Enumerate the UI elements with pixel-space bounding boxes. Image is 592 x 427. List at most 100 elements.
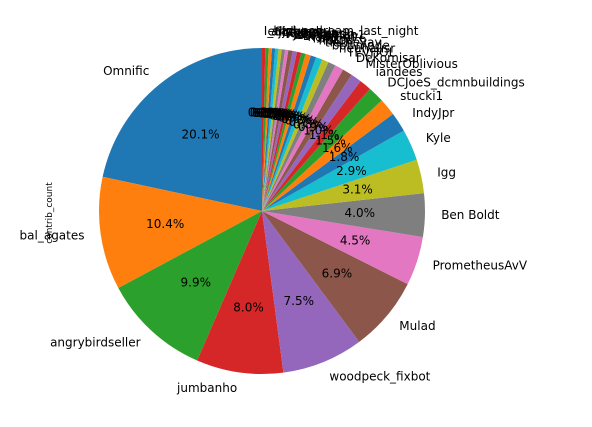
slice-label-andygol: andygol bbox=[271, 24, 319, 38]
slice-label-stucki1: stucki1 bbox=[400, 89, 443, 103]
pie-slice-jumbanho bbox=[197, 211, 284, 374]
pie-slice-dcjoes-dcmnbuildings bbox=[262, 88, 382, 211]
slice-pct-nbtpd: 0.5% bbox=[278, 111, 309, 125]
pie-slice-i-had-a-dream-last-night bbox=[262, 48, 266, 211]
slice-label-dekomisar: DeKomisar bbox=[356, 51, 421, 65]
pie-slice-dekomisar bbox=[262, 69, 352, 211]
pie-slice-tevhol bbox=[262, 65, 344, 211]
slice-label-nammala: nammala bbox=[282, 25, 338, 39]
pie-slice-misteroblivious bbox=[262, 74, 361, 212]
pie-slice-nbtpd bbox=[262, 55, 317, 212]
slice-label-omnific: Omnific bbox=[103, 64, 149, 78]
slice-pct-indyjpr: 1.8% bbox=[329, 150, 360, 164]
pie-slice-nammala bbox=[262, 48, 282, 211]
slice-pct-nammala: 0.3% bbox=[258, 106, 289, 120]
slice-pct-geomaps: 0.3% bbox=[262, 107, 293, 121]
slice-pct-rub21: 0.3% bbox=[260, 107, 291, 121]
slice-label-i-had-a-dream-last-night: I_had_a_dream_last_night bbox=[264, 24, 419, 38]
slice-label-bryan: Bryan bbox=[303, 29, 338, 43]
slice-pct-woodpeck-fixbot: 7.5% bbox=[284, 294, 315, 308]
slice-label-bal-agates: bal_agates bbox=[20, 229, 85, 243]
slice-label-woodpeck-fixbot: woodpeck_fixbot bbox=[329, 370, 430, 384]
pie-slice-kyle bbox=[262, 130, 417, 211]
slice-label-steveman1: steveman1 bbox=[298, 28, 365, 42]
slice-label-jumbanho: jumbanho bbox=[176, 381, 237, 395]
slice-pct-ediyes: 0.3% bbox=[250, 106, 281, 120]
slice-label-ralph976: ralph976 bbox=[313, 32, 367, 46]
pie-slice-bryan bbox=[262, 51, 302, 212]
slice-label-ediyes: ediyes bbox=[268, 24, 307, 38]
slice-pct-jbr-msp: 0.3% bbox=[256, 106, 287, 120]
slice-pct-misteroblivious: 1.0% bbox=[303, 124, 334, 138]
slice-pct-i-had-a-dream-last-night: 0.3% bbox=[248, 106, 279, 120]
slice-label-nbtpd: nbtpd bbox=[319, 33, 354, 47]
pie-slice-bot-mode bbox=[262, 59, 329, 211]
slice-percentages: 20.1% 10.4% 9.9% 8.0% 7.5% 6.9% 4.5% 4.0% 3.1% 2.… bbox=[146, 106, 375, 315]
slice-label-dcjoes-dcmnbuildings: DCJoeS_dcmnbuildings bbox=[387, 75, 524, 89]
pie-slice-steveman1 bbox=[262, 50, 298, 211]
slice-pct-kyle: 2.9% bbox=[336, 164, 367, 178]
slice-label-geomaps: GeoMaps bbox=[289, 26, 345, 40]
slice-pct-bal-agates: 10.4% bbox=[146, 217, 184, 231]
slice-pct-steveman1: 0.4% bbox=[266, 108, 297, 122]
pie-slice-ralph976 bbox=[262, 53, 311, 211]
slice-labels: Omnific bal_agates angrybirdseller jumbanho… bbox=[20, 24, 528, 395]
y-axis-label: contrib_count bbox=[45, 182, 55, 244]
slice-label-sjpk: Sjpk bbox=[275, 25, 301, 39]
slice-pct-mulad: 6.9% bbox=[322, 266, 353, 280]
slice-pct-dekomisar: 0.9% bbox=[298, 120, 329, 134]
pie-slice-iandees bbox=[262, 81, 370, 211]
slice-label-misteroblivious: MisterOblivious bbox=[366, 57, 458, 71]
slice-label-kyle: Kyle bbox=[426, 131, 451, 145]
pie-slice-angrybirdseller bbox=[118, 211, 263, 361]
pie-slice-woodpeck-fixbot bbox=[262, 211, 360, 373]
slice-pct-haha-m: 0.4% bbox=[272, 109, 303, 123]
slice-pct-stucki1: 1.6% bbox=[322, 141, 353, 155]
slice-label-rub21: Rub21 bbox=[286, 26, 324, 40]
slice-pct-tevhol: 0.8% bbox=[293, 117, 324, 131]
pie-slice-omnific bbox=[102, 48, 263, 211]
pie-slice-geomaps bbox=[262, 49, 289, 211]
slice-pct-bryan: 0.4% bbox=[269, 108, 300, 122]
pie-slice-jothirnadh bbox=[262, 50, 293, 211]
slice-pct-dcjoes-dcmnbuildings: 1.5% bbox=[315, 134, 346, 148]
slice-label-tevhol: TEVHOL bbox=[346, 46, 396, 60]
slice-pct-sjpk: 0.3% bbox=[254, 106, 285, 120]
slice-label-iandees: iandees bbox=[376, 65, 423, 79]
slice-pct-andygol: 0.3% bbox=[252, 106, 283, 120]
pie-slice-stucki1 bbox=[262, 100, 393, 211]
slice-pct-jumbanho: 8.0% bbox=[233, 300, 264, 314]
pie-slice-neuhausr bbox=[262, 62, 336, 212]
slice-pct-jothirnadh: 0.4% bbox=[264, 107, 295, 121]
pie-slice-haha-m bbox=[262, 52, 306, 212]
slice-pct-tlerheyay: 0.6% bbox=[281, 112, 312, 126]
pie-slice-sjpk bbox=[262, 48, 276, 211]
slice-label-indyjpr: IndyJpr bbox=[412, 106, 454, 120]
slice-label-mulad: Mulad bbox=[399, 319, 435, 333]
pie-slice-bal-agates bbox=[98, 176, 263, 289]
pie-slice-rub21 bbox=[262, 49, 286, 212]
slice-pct-ralph976: 0.5% bbox=[274, 110, 305, 124]
slice-label-tlerheyay: tlerheyay bbox=[325, 36, 382, 50]
slice-pct-ben-boldt: 4.0% bbox=[345, 206, 376, 220]
pie-slice-tlerheyay bbox=[262, 57, 323, 211]
pie-slice-indyjpr bbox=[262, 113, 404, 211]
pie-slice-mulad bbox=[262, 211, 408, 342]
slice-label-neuhausr: neuhausr bbox=[339, 42, 395, 56]
pie-slice-jbr-msp bbox=[262, 48, 279, 212]
slice-pct-neuhausr: 0.7% bbox=[289, 115, 320, 129]
slice-pct-angrybirdseller: 9.9% bbox=[181, 276, 212, 290]
slice-label-jothirnadh: Jothirnadh bbox=[292, 27, 354, 41]
slice-label-ben-boldt: Ben Boldt bbox=[441, 208, 500, 222]
pie-slice-ben-boldt bbox=[262, 193, 425, 238]
slice-pct-iandees: 1.1% bbox=[309, 128, 340, 142]
pie-slice-igg bbox=[262, 159, 425, 211]
slice-pct-bot-mode: 0.6% bbox=[285, 113, 316, 127]
slice-pct-prometheusavv: 4.5% bbox=[340, 234, 371, 248]
pie-slice-ediyes bbox=[262, 48, 269, 211]
pie-slice-andygol bbox=[262, 48, 272, 212]
slice-pct-omnific: 20.1% bbox=[181, 127, 219, 141]
slice-label-jbr-msp: jbr_msp bbox=[277, 25, 325, 39]
slice-pct-igg: 3.1% bbox=[342, 183, 373, 197]
